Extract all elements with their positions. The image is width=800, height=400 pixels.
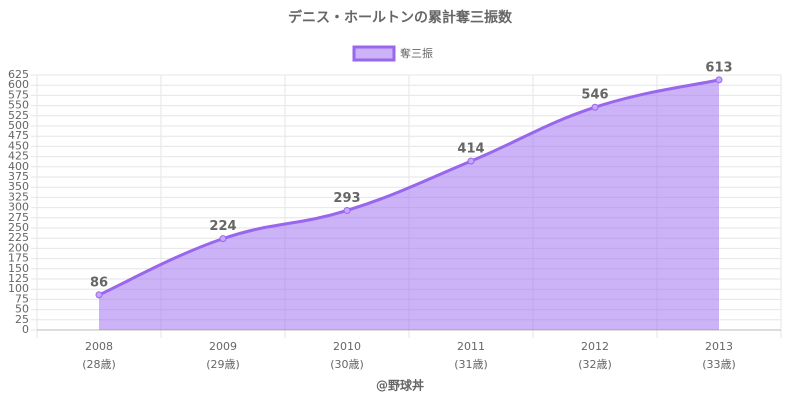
x-tick-sublabel: (28歳) <box>82 358 116 371</box>
x-tick-sublabel: (32歳) <box>578 358 612 371</box>
legend-swatch <box>352 45 396 62</box>
y-tick-label: 50 <box>15 303 29 316</box>
y-tick-label: 575 <box>8 88 29 101</box>
x-tick-label: 2010 <box>333 340 361 353</box>
x-tick-sublabel: (29歳) <box>206 358 240 371</box>
y-tick-label: 150 <box>8 262 29 275</box>
y-tick-label: 275 <box>8 211 29 224</box>
chart-title: デニス・ホールトンの累計奪三振数 <box>288 9 513 26</box>
source: @野球丼 <box>376 378 424 393</box>
y-tick-label: 350 <box>8 180 29 193</box>
y-tick-label: 375 <box>8 170 29 183</box>
y-tick-label: 600 <box>8 78 29 91</box>
x-tick-sublabel: (31歳) <box>454 358 488 371</box>
point <box>715 76 723 84</box>
x-tick-label: 2012 <box>581 340 609 353</box>
y-tick-label: 625 <box>8 68 29 81</box>
data-label: 86 <box>90 275 108 290</box>
y-tick-label: 475 <box>8 129 29 142</box>
x-tick-sublabel: (30歳) <box>330 358 364 371</box>
point <box>467 157 475 165</box>
y-tick-label: 525 <box>8 109 29 122</box>
y-tick-label: 300 <box>8 201 29 214</box>
x-tick-sublabel: (33歳) <box>702 358 736 371</box>
point <box>591 103 599 111</box>
y-tick-label: 550 <box>8 99 29 112</box>
point <box>219 235 227 243</box>
y-tick-label: 325 <box>8 190 29 203</box>
area <box>99 79 719 331</box>
y-tick-label: 125 <box>8 272 29 285</box>
y-tick-label: 25 <box>15 313 29 326</box>
y-tick-label: 225 <box>8 231 29 244</box>
y-tick-label: 0 <box>22 323 29 336</box>
point <box>343 206 351 214</box>
x-tick-label: 2011 <box>457 340 485 353</box>
y-tick-label: 425 <box>8 150 29 163</box>
point <box>95 291 103 299</box>
y-tick-label: 75 <box>15 292 29 305</box>
y-tick-label: 175 <box>8 252 29 265</box>
data-label: 546 <box>581 88 608 103</box>
x-tick-label: 2009 <box>209 340 237 353</box>
line <box>98 78 720 297</box>
data-label: 613 <box>705 60 732 75</box>
y-tick-label: 100 <box>8 282 29 295</box>
data-label: 224 <box>209 219 236 234</box>
x-tick-label: 2013 <box>705 340 733 353</box>
y-tick-label: 400 <box>8 160 29 173</box>
legend-label: 奪三振 <box>400 46 433 60</box>
y-tick-label: 450 <box>8 139 29 152</box>
y-tick-label: 500 <box>8 119 29 132</box>
data-label: 414 <box>457 142 484 157</box>
x-tick-label: 2008 <box>85 340 113 353</box>
y-tick-label: 250 <box>8 221 29 234</box>
data-label: 293 <box>333 191 360 206</box>
y-tick-label: 200 <box>8 241 29 254</box>
